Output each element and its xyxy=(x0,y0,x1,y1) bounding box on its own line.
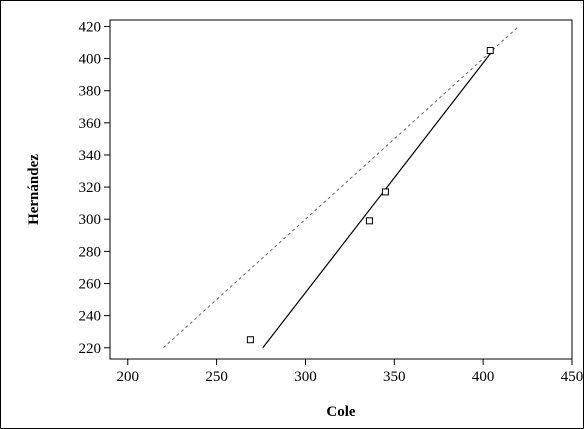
data-point xyxy=(246,336,254,344)
y-axis: 220 240 260 280 300 320 340 360 380 400 420 xyxy=(79,19,110,357)
y-tick-label: 300 xyxy=(79,212,102,228)
y-tick-label: 280 xyxy=(79,244,102,260)
data-point xyxy=(486,47,494,55)
x-tick-label: 250 xyxy=(205,369,228,385)
x-axis: 200 250 300 350 400 450 xyxy=(117,359,584,385)
y-tick-label: 420 xyxy=(79,19,102,35)
data-point xyxy=(365,217,373,225)
fit-line xyxy=(262,53,491,349)
x-tick-label: 400 xyxy=(472,369,495,385)
y-tick-label: 360 xyxy=(79,116,102,132)
y-tick-label: 380 xyxy=(79,84,102,100)
x-tick-label: 300 xyxy=(294,369,317,385)
data-points xyxy=(246,47,494,344)
y-tick-label: 240 xyxy=(79,309,102,325)
y-tick-label: 400 xyxy=(79,52,102,68)
x-tick-label: 350 xyxy=(383,369,406,385)
plot-area xyxy=(109,19,573,360)
x-tick-label: 200 xyxy=(117,369,140,385)
x-tick-label: 450 xyxy=(561,369,584,385)
y-tick-label: 260 xyxy=(79,276,102,292)
y-tick-label: 340 xyxy=(79,148,102,164)
x-axis-label: Cole xyxy=(326,404,356,420)
identity-line xyxy=(162,26,520,349)
data-point xyxy=(381,188,389,196)
y-tick-label: 320 xyxy=(79,180,102,196)
y-tick-label: 220 xyxy=(79,341,102,357)
y-axis-label: Hernández xyxy=(26,154,42,225)
